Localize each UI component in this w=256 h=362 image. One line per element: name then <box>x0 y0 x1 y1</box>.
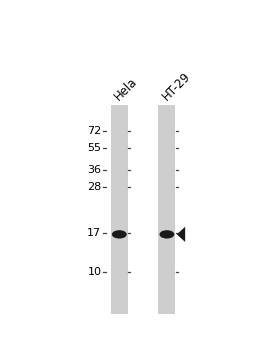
Text: 10: 10 <box>88 267 101 277</box>
Ellipse shape <box>159 230 174 239</box>
Polygon shape <box>177 227 185 242</box>
Ellipse shape <box>112 230 127 239</box>
Text: 28: 28 <box>87 182 101 192</box>
Text: 17: 17 <box>87 228 101 238</box>
Text: HT-29: HT-29 <box>160 70 193 104</box>
Text: Hela: Hela <box>112 75 140 104</box>
Bar <box>111 105 128 314</box>
Text: 72: 72 <box>87 126 101 136</box>
Text: 36: 36 <box>88 165 101 175</box>
Bar <box>158 105 175 314</box>
Text: 55: 55 <box>88 143 101 153</box>
